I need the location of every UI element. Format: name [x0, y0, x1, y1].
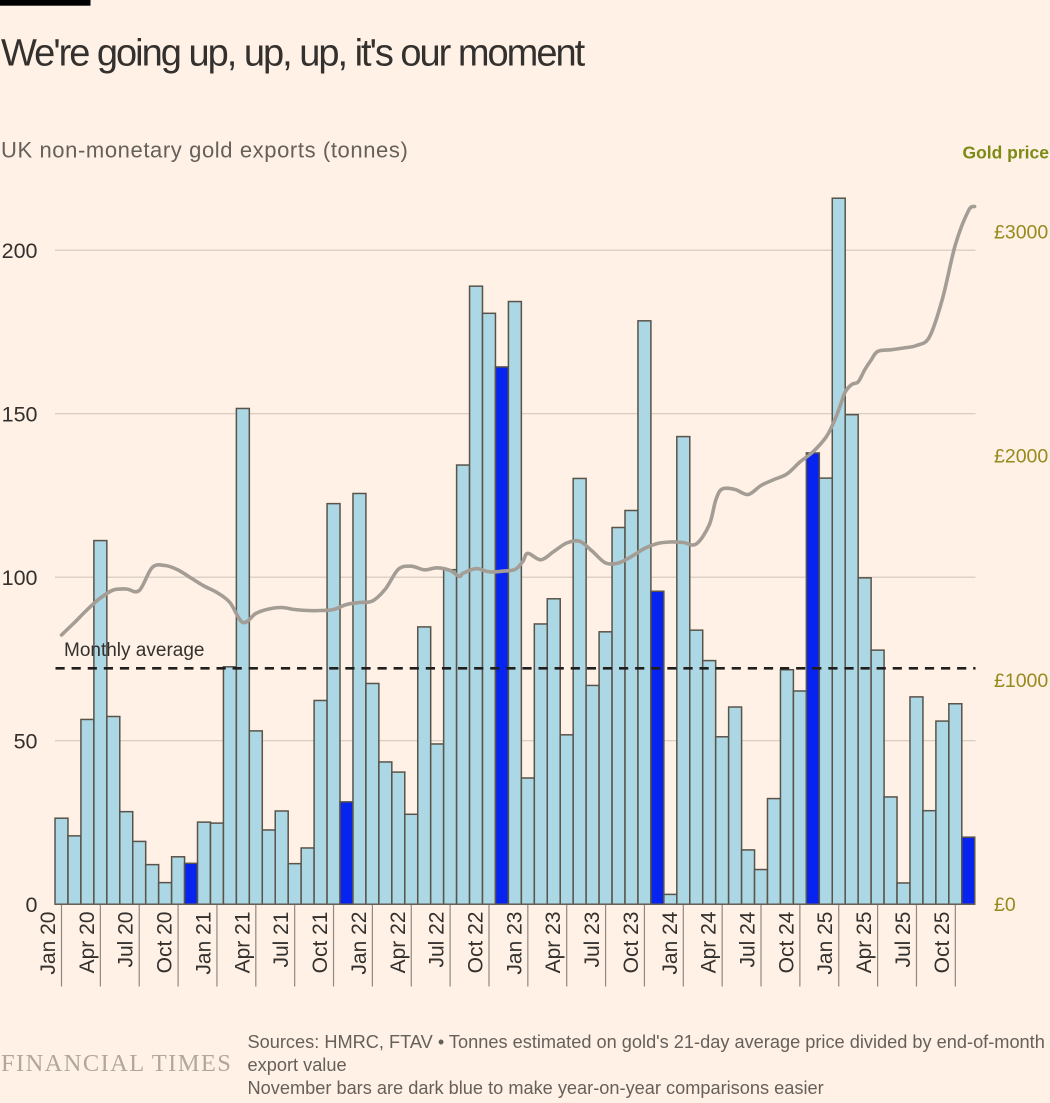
svg-text:Oct 21: Oct 21: [309, 912, 332, 974]
svg-text:Jul 23: Jul 23: [581, 912, 604, 968]
svg-text:Oct 22: Oct 22: [464, 912, 487, 974]
svg-text:Jul 21: Jul 21: [270, 912, 293, 968]
svg-text:UK non-monetary gold exports (: UK non-monetary gold exports (tonnes): [1, 138, 408, 163]
svg-text:£2000: £2000: [994, 446, 1048, 468]
svg-text:Sources: HMRC, FTAV • Tonnes e: Sources: HMRC, FTAV • Tonnes estimated o…: [248, 1032, 1045, 1052]
svg-text:export value: export value: [248, 1055, 347, 1075]
svg-text:Jan 23: Jan 23: [503, 912, 526, 975]
svg-text:£0: £0: [994, 894, 1016, 916]
svg-text:Oct 25: Oct 25: [931, 912, 954, 974]
svg-text:Oct 20: Oct 20: [154, 912, 177, 974]
svg-text:Gold price: Gold price: [962, 143, 1049, 163]
svg-text:£1000: £1000: [994, 670, 1048, 692]
svg-text:100: 100: [2, 566, 38, 590]
svg-text:£3000: £3000: [994, 222, 1048, 244]
svg-text:Apr 20: Apr 20: [76, 912, 99, 974]
svg-text:Apr 25: Apr 25: [853, 912, 876, 974]
svg-text:Apr 21: Apr 21: [231, 912, 254, 974]
svg-text:Oct 24: Oct 24: [775, 911, 798, 973]
svg-text:0: 0: [26, 893, 38, 917]
svg-text:Jan 24: Jan 24: [659, 911, 682, 974]
svg-text:Monthly average: Monthly average: [64, 640, 204, 661]
svg-text:50: 50: [14, 730, 38, 754]
svg-text:Jul 20: Jul 20: [115, 912, 138, 968]
svg-text:We're going up, up, up, it's o: We're going up, up, up, it's our moment: [1, 33, 586, 75]
svg-text:Jan 20: Jan 20: [37, 912, 60, 975]
svg-text:Oct 23: Oct 23: [620, 912, 643, 974]
svg-text:200: 200: [2, 239, 38, 263]
svg-text:FINANCIAL TIMES: FINANCIAL TIMES: [1, 1050, 232, 1077]
svg-text:Jul 22: Jul 22: [426, 912, 449, 968]
svg-text:150: 150: [2, 403, 38, 427]
svg-text:Jul 24: Jul 24: [737, 911, 760, 967]
svg-text:Apr 23: Apr 23: [542, 912, 565, 974]
svg-text:Jan 25: Jan 25: [814, 912, 837, 975]
svg-text:Jul 25: Jul 25: [892, 912, 915, 968]
svg-text:November bars are dark blue to: November bars are dark blue to make year…: [248, 1078, 824, 1098]
svg-text:Apr 24: Apr 24: [698, 911, 721, 973]
svg-text:Apr 22: Apr 22: [387, 912, 410, 974]
svg-text:Jan 21: Jan 21: [192, 912, 215, 975]
svg-text:Jan 22: Jan 22: [348, 912, 371, 975]
